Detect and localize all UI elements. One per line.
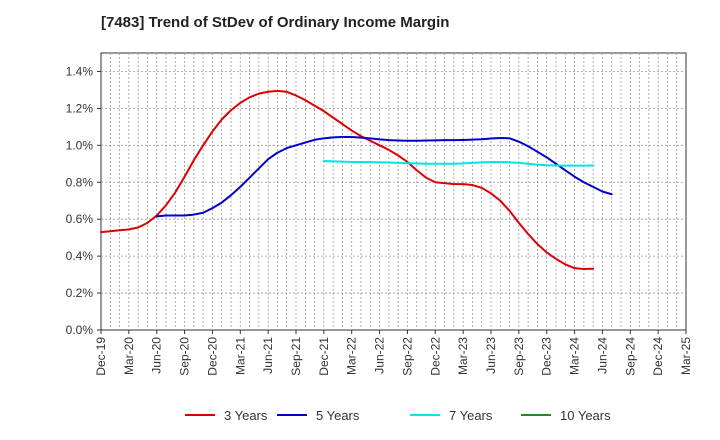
y-tick-label: 1.0% [66, 138, 94, 152]
x-tick-label: Sep-23 [512, 337, 526, 376]
legend-label: 5 Years [316, 408, 360, 423]
x-tick-label: Jun-23 [484, 337, 498, 374]
x-tick-label: Sep-21 [289, 337, 303, 376]
y-tick-label: 1.2% [66, 101, 94, 115]
y-tick-label: 0.8% [66, 175, 94, 189]
legend-label: 7 Years [449, 408, 493, 423]
series-layer [100, 89, 613, 271]
x-tick-label: Dec-23 [540, 337, 554, 376]
series-line-1 [100, 89, 595, 271]
x-tick-label: Dec-21 [317, 337, 331, 376]
x-tick-label: Jun-21 [261, 337, 275, 374]
x-tick-label: Sep-20 [178, 337, 192, 376]
legend-label: 10 Years [560, 408, 611, 423]
x-tick-label: Jun-22 [373, 337, 387, 374]
x-tick-label: Dec-22 [428, 337, 442, 376]
y-tick-label: 0.2% [66, 286, 94, 300]
x-tick-label: Sep-22 [400, 337, 414, 376]
series-line-2 [155, 136, 613, 218]
legend-label: 3 Years [224, 408, 268, 423]
x-tick-label: Mar-25 [679, 337, 693, 375]
legend: 3 Years 5 Years 7 Years 10 Years [185, 408, 611, 423]
chart-title: [7483] Trend of StDev of Ordinary Income… [101, 14, 450, 31]
x-tick-label: Mar-22 [345, 337, 359, 375]
x-tick-label: Dec-19 [94, 337, 108, 376]
grid-layer [100, 52, 687, 331]
x-tick-label: Dec-20 [205, 337, 219, 376]
x-tick-label: Mar-21 [233, 337, 247, 375]
y-tick-label: 0.0% [66, 323, 94, 337]
x-tick-label: Sep-24 [623, 337, 637, 376]
y-tick-label: 0.4% [66, 249, 94, 263]
x-tick-label: Jun-20 [150, 337, 164, 374]
y-tick-label: 0.6% [66, 212, 94, 226]
series-line-3 [322, 160, 595, 167]
y-tick-label: 1.4% [66, 64, 94, 78]
x-tick-label: Mar-20 [122, 337, 136, 375]
x-tick-label: Mar-23 [456, 337, 470, 375]
plot-frame [100, 52, 687, 331]
x-tick-label: Jun-24 [595, 337, 609, 374]
x-tick-label: Mar-24 [568, 337, 582, 375]
axis-layer: 0.0% 0.2% 0.4% 0.6% 0.8% 1.0% 1.2% 1.4% Dec-19 Ma… [66, 64, 693, 375]
x-tick-label: Dec-24 [651, 337, 665, 376]
